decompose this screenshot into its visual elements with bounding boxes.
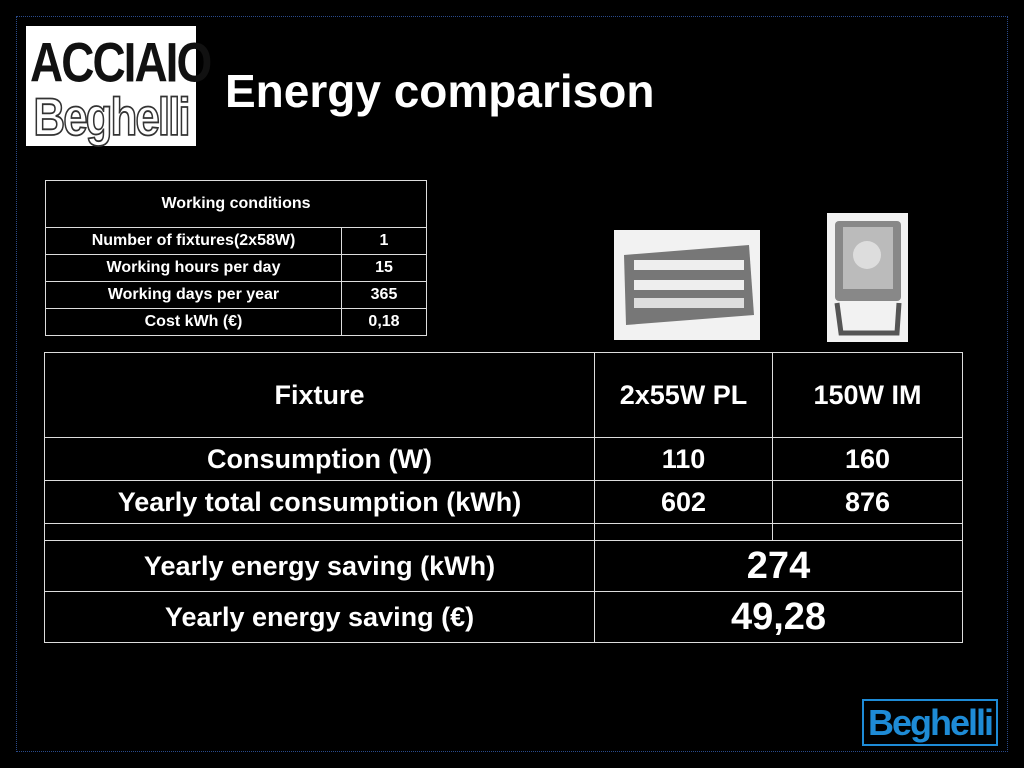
footer-logo: Beghelli: [862, 699, 998, 746]
condition-label: Cost kWh (€): [45, 308, 342, 336]
table-cell: Yearly total consumption (kWh): [44, 480, 595, 524]
slide-title: Energy comparison: [225, 65, 655, 117]
saving-label: Yearly energy saving (kWh): [44, 540, 595, 592]
table-header: Fixture: [44, 352, 595, 438]
footer-logo-text: Beghelli: [867, 701, 994, 743]
spacer-cell: [44, 523, 595, 541]
table-cell: 110: [594, 437, 773, 481]
logo-bottom: Beghelli: [33, 87, 192, 148]
floodlight-image: [827, 213, 908, 342]
conditions-title: Working conditions: [45, 180, 427, 228]
table-cell: Consumption (W): [44, 437, 595, 481]
condition-value: 365: [341, 281, 427, 309]
spacer-cell: [772, 523, 963, 541]
saving-label: Yearly energy saving (€): [44, 591, 595, 643]
table-cell: 602: [594, 480, 773, 524]
table-cell: 160: [772, 437, 963, 481]
table-cell: 876: [772, 480, 963, 524]
slide-frame: [16, 16, 1008, 752]
condition-label: Number of fixtures(2x58W): [45, 227, 342, 255]
condition-value: 0,18: [341, 308, 427, 336]
condition-value: 1: [341, 227, 427, 255]
condition-label: Working hours per day: [45, 254, 342, 282]
saving-value: 49,28: [594, 591, 963, 643]
condition-value: 15: [341, 254, 427, 282]
brand-logo: ACCIAIO Beghelli: [26, 26, 212, 148]
logo-top: ACCIAIO: [30, 31, 212, 94]
saving-value: 274: [594, 540, 963, 592]
fluorescent-fixture-image: [614, 230, 760, 340]
table-header: 150W IM: [772, 352, 963, 438]
table-header: 2x55W PL: [594, 352, 773, 438]
condition-label: Working days per year: [45, 281, 342, 309]
spacer-cell: [594, 523, 773, 541]
